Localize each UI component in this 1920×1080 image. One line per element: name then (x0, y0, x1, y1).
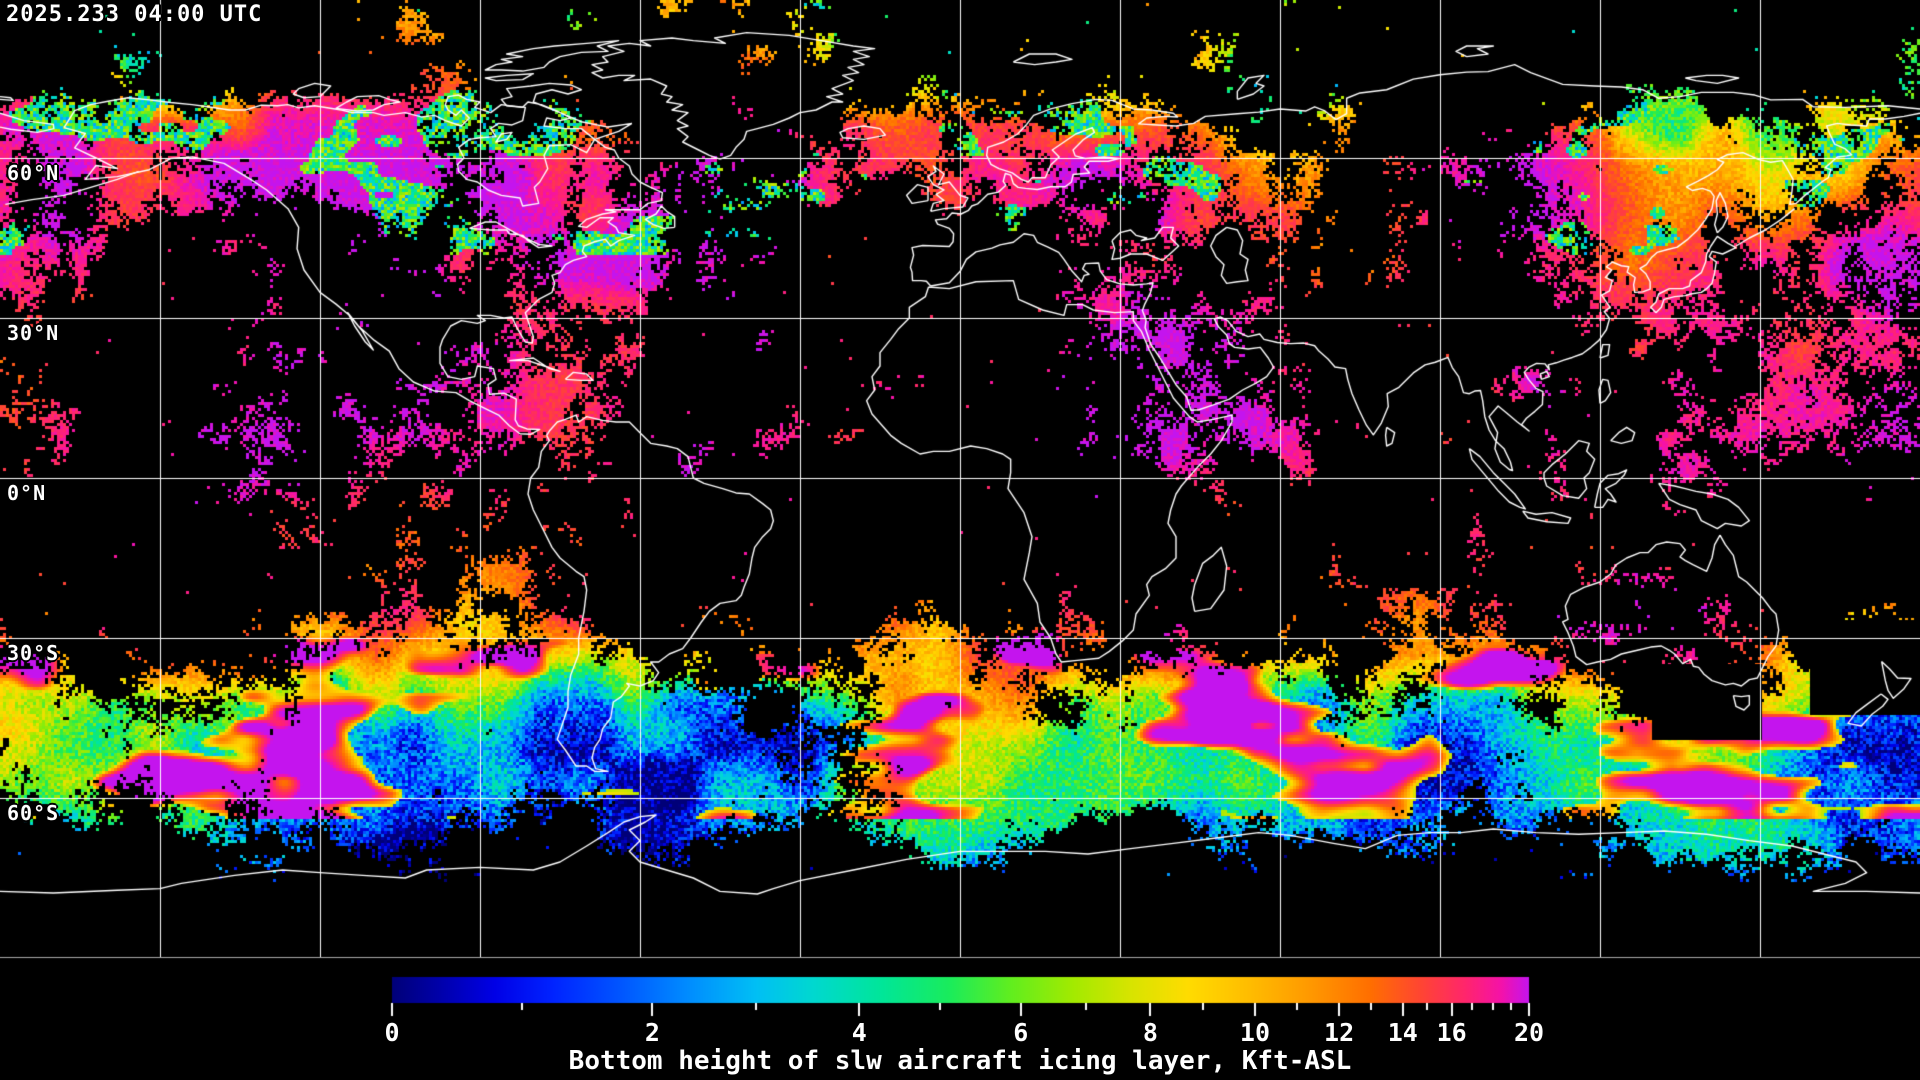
colorbar-tick-label: 12 (1324, 1018, 1355, 1047)
colorbar-tick-label: 4 (851, 1018, 867, 1047)
colorbar-caption: Bottom height of slw aircraft icing laye… (568, 1046, 1352, 1076)
lat-label: 30°S (7, 641, 60, 665)
lat-label: 30°N (7, 321, 60, 345)
colorbar-tick-label: 0 (384, 1018, 400, 1047)
colorbar-tick-label: 6 (1013, 1018, 1029, 1047)
colorbar-tick-label: 2 (644, 1018, 660, 1047)
colorbar-tick-label: 8 (1142, 1018, 1158, 1047)
colorbar-tick-label: 10 (1239, 1018, 1271, 1047)
lat-label: 60°N (7, 161, 60, 185)
colorbar-tick-label: 14 (1387, 1018, 1418, 1047)
lat-label: 0°N (7, 481, 47, 505)
timestamp: 2025.233 04:00 UTC (6, 2, 263, 27)
colorbar-tick-label: 16 (1436, 1018, 1467, 1047)
lat-label: 60°S (7, 801, 60, 825)
colorbar-tick-label: 20 (1513, 1018, 1545, 1047)
